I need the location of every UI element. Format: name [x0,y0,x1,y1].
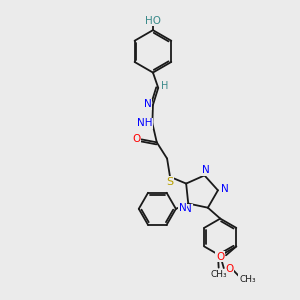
Text: O: O [226,264,234,274]
Text: N: N [202,165,210,175]
Text: H: H [161,81,168,92]
Text: O: O [132,134,140,144]
Text: S: S [167,177,174,187]
Text: N: N [179,203,187,213]
Text: NH: NH [137,118,152,128]
Text: HO: HO [145,16,161,26]
Text: CH₃: CH₃ [239,275,256,284]
Text: N: N [184,204,192,214]
Text: CH₃: CH₃ [210,270,227,279]
Text: N: N [144,99,152,110]
Text: O: O [216,252,224,262]
Text: N: N [220,184,228,194]
